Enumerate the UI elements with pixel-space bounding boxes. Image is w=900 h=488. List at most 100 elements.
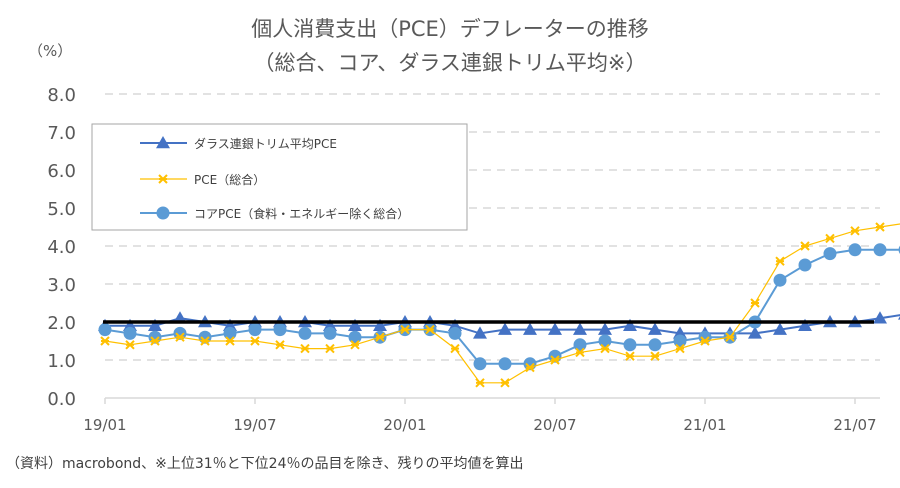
legend: ダラス連銀トリム平均PCE PCE（総合） コアPCE（食料・エネルギー除く総合）	[91, 123, 468, 231]
data-point	[873, 311, 887, 324]
x-tick-label: 21/07	[833, 416, 876, 434]
data-point	[273, 323, 287, 337]
x-tick-label: 20/07	[533, 416, 576, 434]
y-tick-label: 0.0	[47, 389, 76, 410]
legend-marker	[156, 206, 170, 220]
data-point	[375, 332, 385, 342]
data-point	[773, 273, 787, 287]
data-point	[200, 336, 210, 346]
legend-item: PCE（総合）	[140, 172, 265, 187]
y-tick-label: 8.0	[47, 85, 76, 106]
data-point	[125, 340, 135, 350]
y-tick-label: 4.0	[47, 237, 76, 258]
data-point	[373, 318, 387, 332]
data-point	[675, 343, 685, 354]
series-line	[104, 223, 900, 384]
data-point	[275, 340, 285, 350]
data-point	[548, 322, 562, 335]
data-point	[725, 332, 735, 342]
legend-label: コアPCE（食料・エネルギー除く総合）	[194, 206, 409, 221]
data-point	[348, 330, 362, 344]
data-point	[848, 243, 862, 257]
y-tick-label: 5.0	[47, 199, 76, 220]
data-point	[148, 318, 162, 332]
data-point	[350, 340, 360, 350]
data-point	[800, 241, 810, 251]
x-tick-label: 19/07	[233, 416, 276, 434]
data-point	[798, 258, 812, 272]
data-point	[525, 362, 535, 373]
data-point	[823, 247, 837, 261]
data-point	[850, 226, 860, 236]
data-point	[625, 351, 635, 361]
data-point	[123, 326, 137, 340]
data-point	[98, 323, 112, 337]
data-point	[825, 233, 835, 244]
data-point	[500, 378, 510, 388]
source-note: （資料）macrobond、※上位31％と下位24％の品目を除き、残りの平均値を…	[6, 456, 524, 472]
data-point	[248, 323, 262, 337]
data-point	[323, 326, 337, 340]
data-point	[523, 322, 537, 335]
data-point	[298, 326, 312, 340]
chart-subtitle: （総合、コア、ダラス連銀トリム平均※）	[253, 51, 646, 75]
data-point	[648, 322, 662, 335]
y-tick-label: 1.0	[47, 351, 76, 372]
legend-label: PCE（総合）	[194, 172, 265, 187]
data-point	[650, 351, 660, 361]
data-point	[223, 326, 237, 340]
data-point	[775, 256, 785, 266]
y-axis-ticks: 0.0 1.0 2.0 3.0 4.0 5.0 6.0 7.0 8.0	[47, 85, 76, 410]
data-point	[250, 336, 260, 346]
x-tick-label: 20/01	[383, 416, 426, 434]
data-point	[573, 322, 587, 335]
legend-marker	[156, 136, 170, 149]
data-point	[325, 343, 335, 354]
x-axis: 19/0119/0720/0120/0721/0121/0722/0122/07…	[83, 397, 880, 434]
data-point	[100, 336, 110, 346]
x-tick-label: 19/01	[83, 416, 126, 434]
y-tick-label: 7.0	[47, 123, 76, 144]
data-point	[873, 243, 887, 257]
legend-label: ダラス連銀トリム平均PCE	[194, 136, 337, 151]
series-group	[98, 222, 900, 388]
data-point	[750, 298, 760, 308]
series-1	[100, 222, 900, 388]
data-point	[700, 336, 710, 346]
data-point	[598, 322, 612, 335]
data-point	[473, 326, 487, 339]
series-line	[105, 314, 900, 335]
data-point	[225, 336, 235, 346]
data-point	[600, 343, 610, 354]
legend-item: コアPCE（食料・エネルギー除く総合）	[140, 206, 409, 221]
data-point	[348, 318, 362, 332]
data-point	[448, 326, 462, 340]
data-point	[598, 334, 612, 348]
data-point	[623, 338, 637, 352]
data-point	[875, 222, 885, 232]
data-point	[498, 322, 512, 335]
data-point	[150, 336, 160, 346]
y-tick-label: 6.0	[47, 161, 76, 182]
chart-title: 個人消費支出（PCE）デフレーターの推移	[251, 17, 649, 41]
data-point	[473, 357, 487, 371]
y-axis-unit-label: （%）	[28, 42, 72, 60]
data-point	[773, 322, 787, 335]
data-point	[798, 318, 812, 332]
data-point	[300, 343, 310, 354]
data-point	[550, 355, 560, 365]
data-point	[475, 378, 485, 388]
data-point	[450, 343, 460, 354]
data-point	[623, 318, 637, 332]
x-tick-label: 21/01	[683, 416, 726, 434]
y-tick-label: 3.0	[47, 275, 76, 296]
data-point	[175, 332, 185, 342]
legend-marker	[158, 174, 168, 184]
data-point	[425, 324, 435, 335]
data-point	[648, 338, 662, 352]
data-point	[575, 347, 585, 358]
data-point	[673, 334, 687, 348]
data-point	[748, 326, 762, 339]
data-point	[573, 338, 587, 352]
